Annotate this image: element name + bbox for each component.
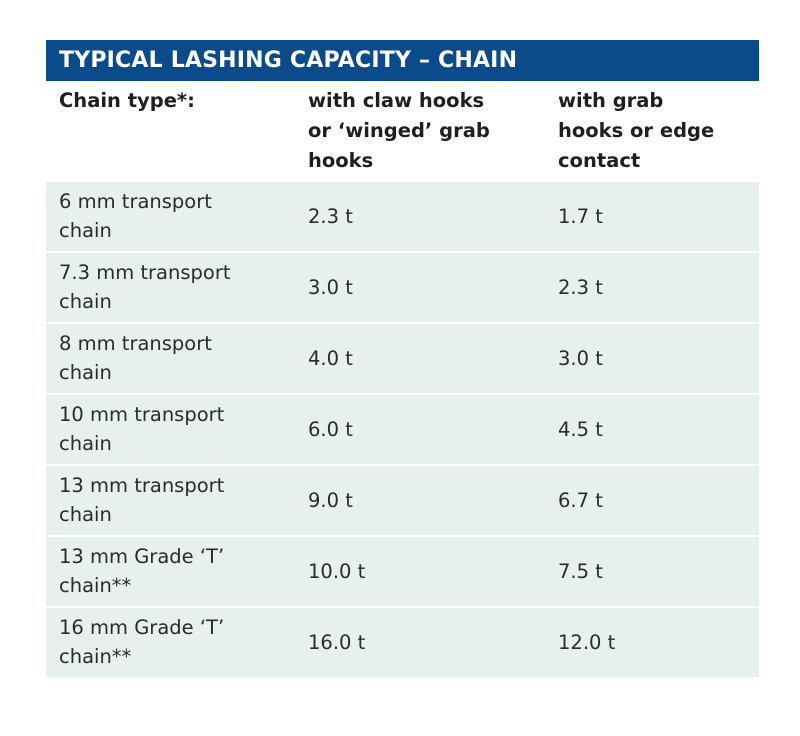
chain-type-line: chain — [59, 432, 112, 455]
table-row: 8 mm transport chain 4.0 t 3.0 t — [46, 324, 759, 393]
chain-type-cell: 10 mm transport chain — [46, 395, 296, 464]
table-title: TYPICAL LASHING CAPACITY – CHAIN — [46, 40, 759, 81]
chain-type-line: chain — [59, 503, 112, 526]
grab-hooks-capacity: 12.0 t — [558, 631, 616, 654]
claw-hooks-capacity: 9.0 t — [308, 489, 353, 512]
header-line: with grab — [558, 89, 664, 112]
claw-hooks-capacity: 10.0 t — [308, 560, 366, 583]
lashing-capacity-table: TYPICAL LASHING CAPACITY – CHAIN Chain t… — [46, 40, 759, 679]
claw-hooks-capacity: 4.0 t — [308, 347, 353, 370]
chain-type-line: chain — [59, 290, 112, 313]
claw-hooks-capacity: 3.0 t — [308, 276, 353, 299]
chain-type-cell: 8 mm transport chain — [46, 324, 296, 393]
chain-type-line: chain** — [59, 574, 132, 597]
chain-type-cell: 6 mm transport chain — [46, 182, 296, 251]
grab-hooks-capacity: 7.5 t — [558, 560, 603, 583]
chain-type-cell: 13 mm transport chain — [46, 466, 296, 535]
claw-hooks-capacity: 2.3 t — [308, 205, 353, 228]
header-line: or ‘winged’ grab — [308, 119, 490, 142]
chain-type-line: 7.3 mm transport — [59, 261, 231, 284]
table-header-row: Chain type*: with claw hooks or ‘winged’… — [46, 81, 759, 182]
grab-hooks-capacity: 2.3 t — [558, 276, 603, 299]
header-chain-type: Chain type*: — [46, 81, 296, 182]
chain-type-line: 8 mm transport — [59, 332, 212, 355]
grab-hooks-capacity: 6.7 t — [558, 489, 603, 512]
header-line: Chain type*: — [59, 89, 195, 112]
header-line: contact — [558, 149, 641, 172]
chain-type-line: 13 mm Grade ‘T’ — [59, 545, 225, 568]
table-row: 10 mm transport chain 6.0 t 4.5 t — [46, 395, 759, 464]
table-body: 6 mm transport chain 2.3 t 1.7 t 7.3 mm … — [46, 182, 759, 677]
chain-type-line: chain** — [59, 645, 132, 668]
table-row: 13 mm transport chain 9.0 t 6.7 t — [46, 466, 759, 535]
claw-hooks-capacity: 16.0 t — [308, 631, 366, 654]
table-row: 16 mm Grade ‘T’ chain** 16.0 t 12.0 t — [46, 608, 759, 677]
chain-type-cell: 16 mm Grade ‘T’ chain** — [46, 608, 296, 677]
grab-hooks-capacity: 3.0 t — [558, 347, 603, 370]
chain-type-cell: 7.3 mm transport chain — [46, 253, 296, 322]
table-row: 13 mm Grade ‘T’ chain** 10.0 t 7.5 t — [46, 537, 759, 606]
chain-type-cell: 13 mm Grade ‘T’ chain** — [46, 537, 296, 606]
chain-type-line: chain — [59, 219, 112, 242]
grab-hooks-capacity: 1.7 t — [558, 205, 603, 228]
chain-type-line: chain — [59, 361, 112, 384]
header-line: hooks — [308, 149, 374, 172]
table-row: 7.3 mm transport chain 3.0 t 2.3 t — [46, 253, 759, 322]
chain-type-line: 13 mm transport — [59, 474, 225, 497]
header-line: hooks or edge — [558, 119, 715, 142]
header-claw-hooks: with claw hooks or ‘winged’ grab hooks — [296, 81, 546, 182]
grab-hooks-capacity: 4.5 t — [558, 418, 603, 441]
chain-type-line: 10 mm transport — [59, 403, 225, 426]
chain-type-line: 6 mm transport — [59, 190, 212, 213]
claw-hooks-capacity: 6.0 t — [308, 418, 353, 441]
table-row: 6 mm transport chain 2.3 t 1.7 t — [46, 182, 759, 251]
chain-type-line: 16 mm Grade ‘T’ — [59, 616, 225, 639]
header-line: with claw hooks — [308, 89, 485, 112]
header-grab-hooks: with grab hooks or edge contact — [546, 81, 759, 182]
